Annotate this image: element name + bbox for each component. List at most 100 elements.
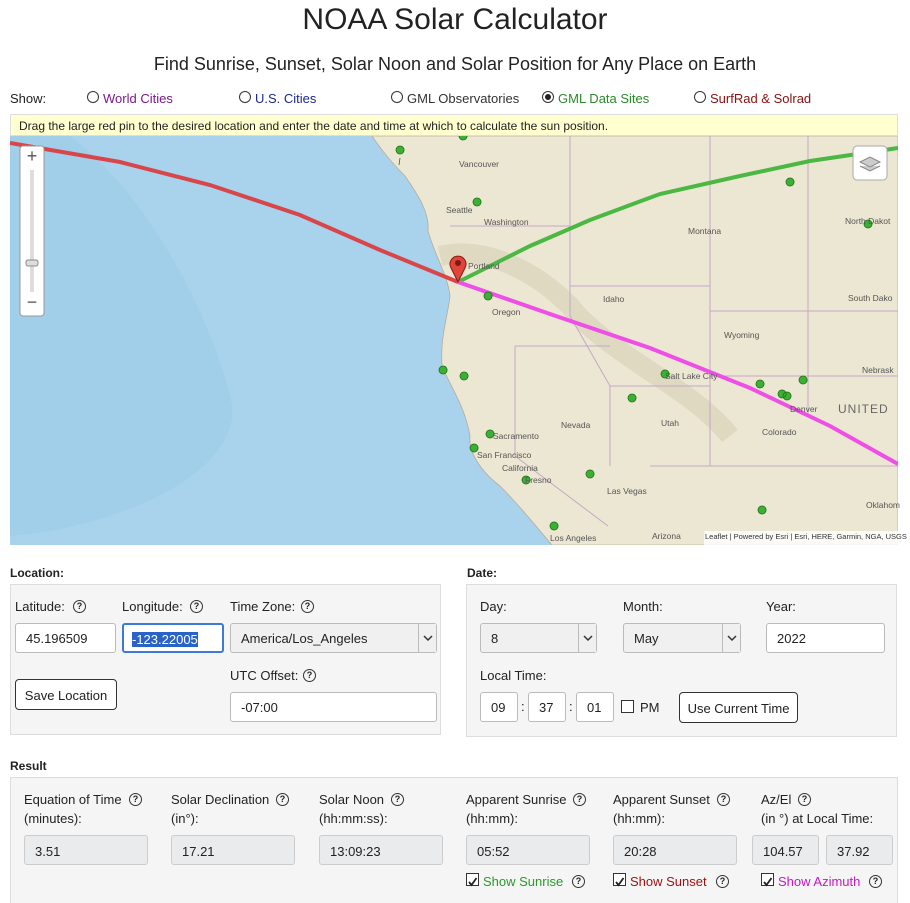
day-label: Day: [480,599,507,614]
longitude-value: -123.22005 [132,632,198,647]
map-label: Washington [484,217,529,227]
toggle-label[interactable]: Show Azimuth [778,874,861,889]
help-icon[interactable]: ? [572,875,585,888]
map-label: North Dakot [845,216,891,226]
map-label: Las Vegas [607,486,647,496]
map-label: San Francisco [477,450,532,460]
result-title: Apparent Sunrise [466,792,567,807]
toggle-label[interactable]: Show Sunrise [483,874,564,889]
save-location-button[interactable]: Save Location [15,679,117,710]
attribution: Leaflet | Powered by Esri | Esri, HERE, … [705,532,907,541]
map-label: Idaho [603,294,625,304]
result-panel [10,777,898,903]
month-select[interactable]: May [623,623,741,653]
map-label: Colorado [762,427,797,437]
map-label: South Dako [848,293,893,303]
map-label: Nevada [561,420,591,430]
radio[interactable] [542,91,554,103]
map-label: Portland [468,261,500,271]
time-separator: : [569,699,573,714]
radio[interactable] [694,91,706,103]
help-icon[interactable]: ? [73,600,86,613]
checkbox[interactable] [621,700,634,713]
map-label: Fresno [525,475,552,485]
toggle-label[interactable]: Show Sunset [630,874,707,889]
map-label: Los Angeles [550,533,597,543]
map-label: Denver [790,404,818,414]
layer-option[interactable]: World Cities [103,91,173,106]
seconds-input[interactable]: 01 [576,692,614,722]
select-arrow[interactable] [578,624,596,652]
radio[interactable] [87,91,99,103]
map-label: UNITED [838,402,889,416]
zoom-in[interactable]: + [26,146,38,166]
result-title: Az/El [761,792,792,807]
time-zone-select[interactable]: America/Los_Angeles [230,623,437,653]
result-value: 05:52 [466,835,590,865]
latitude-input[interactable]: 45.196509 [15,623,116,653]
select-arrow[interactable] [418,624,436,652]
help-icon[interactable]: ? [869,875,882,888]
help-icon[interactable]: ? [716,875,729,888]
time-separator: : [521,699,525,714]
result-value: 17.21 [171,835,295,865]
local-time-label: Local Time: [480,668,547,683]
longitude-input[interactable]: -123.22005 [122,623,224,653]
map-label: Salt Lake City [665,371,718,381]
radio[interactable] [391,91,403,103]
help-icon[interactable]: ? [717,793,730,806]
checkmark [615,877,625,887]
result-unit: (hh:mm): [466,811,518,826]
utc-offset-input[interactable]: -07:00 [230,692,437,722]
radio[interactable] [239,91,251,103]
map-label: Utah [661,418,679,428]
checkbox[interactable] [613,873,626,887]
result-heading: Result [10,759,47,773]
longitude-label: Longitude: [122,599,183,614]
map-label: Sacramento [493,431,539,441]
title: NOAA Solar Calculator [302,3,608,36]
map[interactable] [10,136,898,545]
result-title: Solar Noon [319,792,385,807]
chevron [727,635,737,642]
layer-option[interactable]: GML Observatories [407,91,520,106]
help-icon[interactable]: ? [276,793,289,806]
help-icon[interactable]: ? [301,600,314,613]
checkmark [468,877,478,887]
current-time-button[interactable]: Use Current Time [679,692,798,723]
year-input[interactable]: 2022 [766,623,885,653]
zoom-out[interactable]: − [26,292,38,312]
instructions: Drag the large red pin to the desired lo… [10,114,898,136]
result-value: 3.51 [24,835,148,865]
minutes-input[interactable]: 37 [528,692,566,722]
checkbox[interactable] [466,873,479,887]
utc-offset-label: UTC Offset: [230,668,299,683]
result-unit: (in°): [171,811,199,826]
result-unit: (hh:mm): [613,811,665,826]
layer-option[interactable]: SurfRad & Solrad [710,91,812,106]
map-label: Seattle [446,205,473,215]
help-icon[interactable]: ? [391,793,404,806]
chevron [423,635,433,642]
layer-option[interactable]: U.S. Cities [255,91,317,106]
show-label: Show: [10,91,47,106]
date-heading: Date: [467,566,498,580]
map-label: Nebrask [862,365,894,375]
layer-option[interactable]: GML Data Sites [558,91,650,106]
help-icon[interactable]: ? [190,600,203,613]
checkmark [763,877,773,887]
result-value: 104.57 [752,835,819,865]
hours-input[interactable]: 09 [480,692,518,722]
help-icon[interactable]: ? [573,793,586,806]
result-unit: (hh:mm:ss): [319,811,388,826]
help-icon[interactable]: ? [798,793,811,806]
map-label: Montana [688,226,722,236]
checkbox[interactable] [761,873,774,887]
map-label: Oklahom [866,500,901,510]
help-icon[interactable]: ? [303,669,316,682]
help-icon[interactable]: ? [129,793,142,806]
select-arrow[interactable] [722,624,740,652]
result-value: 20:28 [613,835,737,865]
day-select[interactable]: 8 [480,623,597,653]
